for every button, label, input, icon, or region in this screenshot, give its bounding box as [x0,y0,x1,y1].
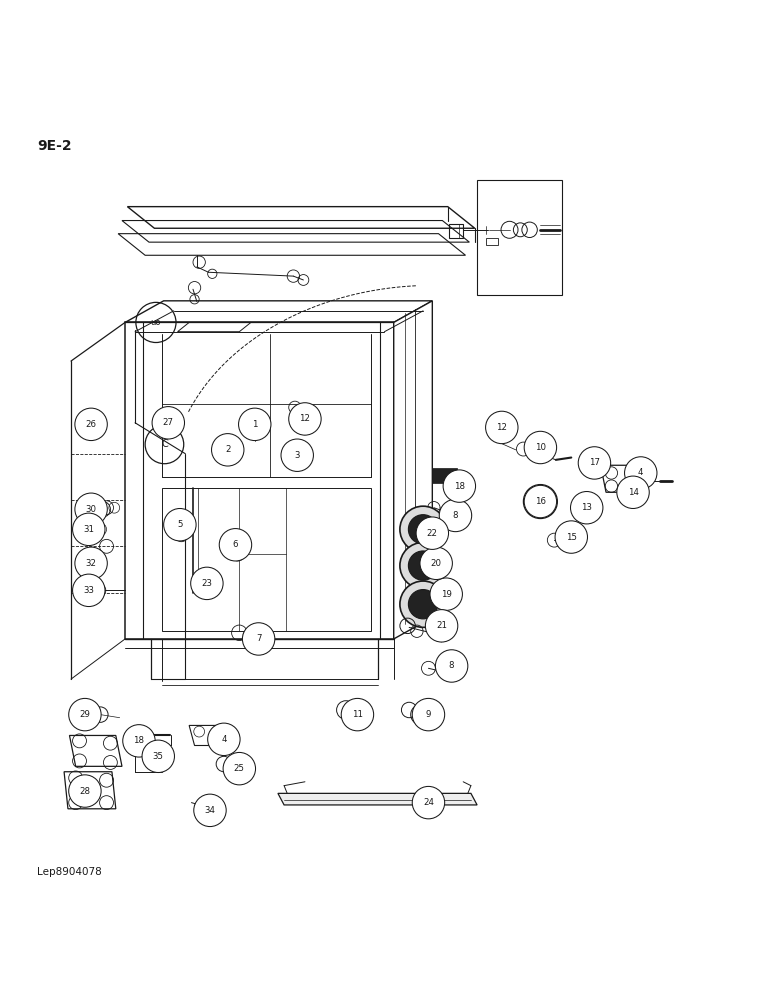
Circle shape [578,447,611,479]
Circle shape [400,542,446,589]
Text: 14: 14 [628,488,638,497]
Text: 35: 35 [153,752,164,761]
Circle shape [341,698,374,731]
Text: uo: uo [151,318,161,327]
Circle shape [281,439,313,471]
Text: 29: 29 [80,710,90,719]
Text: 13: 13 [581,503,592,512]
Circle shape [412,786,445,819]
Circle shape [239,408,271,441]
Text: 24: 24 [423,798,434,807]
Circle shape [625,457,657,489]
Circle shape [69,698,101,731]
Text: 12: 12 [300,414,310,423]
Text: 1: 1 [252,420,258,429]
Text: 15: 15 [566,533,577,542]
Circle shape [408,515,438,544]
Circle shape [289,403,321,435]
Circle shape [219,529,252,561]
Circle shape [73,574,105,607]
Text: 19: 19 [441,590,452,599]
Circle shape [69,775,101,807]
Circle shape [123,725,155,757]
Text: 3: 3 [294,451,300,460]
Circle shape [400,581,446,627]
Text: 28: 28 [80,787,90,796]
Circle shape [242,623,275,655]
Circle shape [420,547,452,580]
Circle shape [571,492,603,524]
Circle shape [208,723,240,756]
Circle shape [555,521,587,553]
Circle shape [75,493,107,525]
Text: 31: 31 [83,525,94,534]
Polygon shape [278,793,477,805]
Text: 17: 17 [589,458,600,467]
Polygon shape [125,322,394,639]
Text: 18: 18 [134,736,144,745]
Text: 8: 8 [449,661,455,670]
Text: Lep8904078: Lep8904078 [37,867,102,877]
Text: 33: 33 [83,586,94,595]
Circle shape [617,476,649,508]
Text: 27: 27 [163,418,174,427]
Text: 32: 32 [86,559,96,568]
Text: 16: 16 [535,497,546,506]
Circle shape [435,650,468,682]
Text: 5: 5 [177,520,183,529]
Text: 10: 10 [535,443,546,452]
Text: 25: 25 [234,764,245,773]
Circle shape [408,551,438,580]
Text: 4: 4 [638,468,644,477]
Text: 26: 26 [86,420,96,429]
Circle shape [223,752,256,785]
Circle shape [400,506,446,552]
Circle shape [523,485,557,519]
Circle shape [191,567,223,600]
Text: 12: 12 [496,423,507,432]
Circle shape [425,610,458,642]
Bar [432,468,457,483]
Text: 9: 9 [426,710,431,719]
Text: 30: 30 [86,505,96,514]
Circle shape [73,513,105,546]
Text: 2: 2 [225,445,231,454]
Text: 8: 8 [452,511,459,520]
Circle shape [194,794,226,827]
Circle shape [152,407,185,439]
Circle shape [212,434,244,466]
Polygon shape [394,301,432,639]
Circle shape [524,431,557,464]
Circle shape [486,411,518,444]
Text: 34: 34 [205,806,215,815]
Circle shape [408,590,438,619]
Text: 6: 6 [232,540,239,549]
Text: 21: 21 [436,621,447,630]
Circle shape [75,408,107,441]
Text: 4: 4 [221,735,227,744]
Text: 11: 11 [352,710,363,719]
Text: 7: 7 [256,634,262,643]
Circle shape [430,578,462,610]
Bar [477,180,562,295]
Circle shape [75,547,107,580]
Circle shape [412,698,445,731]
Circle shape [164,508,196,541]
Text: 23: 23 [201,579,212,588]
Text: 9E-2: 9E-2 [37,139,72,153]
Circle shape [142,740,174,773]
Text: 22: 22 [427,529,438,538]
Text: C: C [161,439,168,449]
Bar [162,488,371,631]
Text: 20: 20 [431,559,442,568]
Circle shape [416,517,449,549]
Circle shape [439,499,472,532]
Text: 18: 18 [454,482,465,491]
Circle shape [524,485,557,518]
Circle shape [443,470,476,502]
